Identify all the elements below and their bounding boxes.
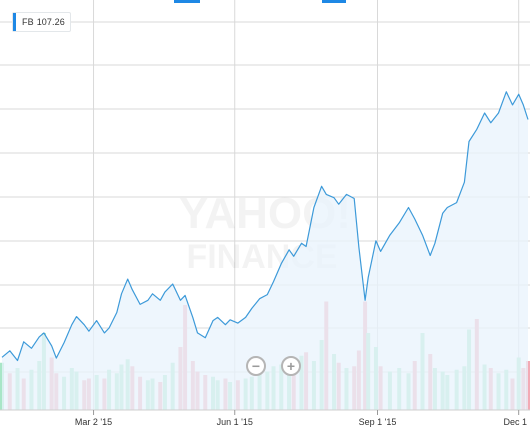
minus-icon: − — [251, 358, 261, 374]
zoom-out-button[interactable]: − — [246, 356, 266, 376]
legend-value: 107.26 — [36, 17, 65, 27]
price-line[interactable] — [1, 91, 529, 362]
x-tick-label-2: Sep 1 '15 — [359, 417, 397, 427]
price-area — [2, 91, 528, 411]
legend-color-swatch — [13, 13, 16, 31]
plus-icon: + — [286, 358, 296, 374]
timeframe-tab-indicator-1 — [174, 0, 200, 3]
timeframe-tab-indicator-2 — [322, 0, 346, 3]
x-axis-ticks: Mar 2 '15 Jun 1 '15 Sep 1 '15 Dec 1 — [0, 409, 530, 427]
zoom-in-button[interactable]: + — [281, 356, 301, 376]
x-tick-label-0: Mar 2 '15 — [75, 417, 112, 427]
x-tick-label-1: Jun 1 '15 — [217, 417, 253, 427]
x-tick-label-3: Dec 1 — [503, 417, 527, 427]
legend-symbol: FB — [22, 17, 34, 27]
legend-label: FB 107.26 — [22, 17, 65, 27]
series-legend[interactable]: FB 107.26 — [12, 12, 71, 32]
